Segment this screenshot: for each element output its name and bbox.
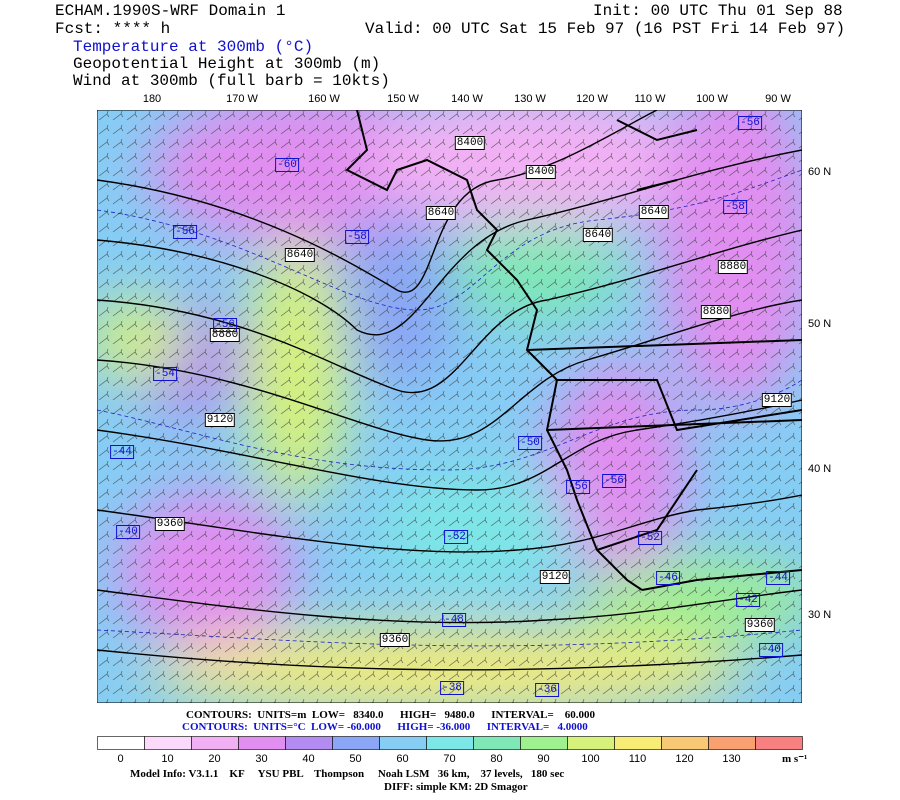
colorbar-tick-label: 70 xyxy=(443,753,456,765)
diff-info: DIFF: simple KM: 2D Smagor xyxy=(384,781,528,793)
height-label: 9360 xyxy=(744,618,776,632)
temperature-contour-info: CONTOURS: UNITS=°C LOW= -60.000 HIGH= -3… xyxy=(182,721,588,733)
height-label: 8880 xyxy=(717,260,749,274)
colorbar-cell xyxy=(97,736,145,750)
temperature-label: -56 xyxy=(213,318,237,332)
colorbar-cell xyxy=(285,736,333,750)
latitude-label: 30 N xyxy=(808,609,832,621)
valid-time: Valid: 00 UTC Sat 15 Feb 97 (16 PST Fri … xyxy=(365,20,846,38)
latitude-label: 50 N xyxy=(808,318,832,330)
temperature-label: -56 xyxy=(173,225,197,239)
height-label: 8880 xyxy=(700,305,732,319)
model-title: ECHAM.1990S-WRF Domain 1 xyxy=(55,2,286,20)
longitude-label: 120 W xyxy=(576,93,608,105)
height-label: 9120 xyxy=(204,413,236,427)
temperature-label: -48 xyxy=(442,613,466,627)
colorbar-tick-label: 30 xyxy=(255,753,268,765)
forecast-hour: Fcst: **** h xyxy=(55,20,171,38)
temperature-label: -46 xyxy=(656,571,680,585)
height-label: 8640 xyxy=(425,206,457,220)
height-label: 8640 xyxy=(284,248,316,262)
height-label: 8400 xyxy=(454,136,486,150)
longitude-label: 160 W xyxy=(308,93,340,105)
temperature-label: -56 xyxy=(602,474,626,488)
field-label: Geopotential Height at 300mb (m) xyxy=(73,55,381,73)
colorbar-tick-label: 40 xyxy=(302,753,315,765)
colorbar-cell xyxy=(191,736,239,750)
longitude-label: 150 W xyxy=(387,93,419,105)
colorbar-tick-label: 0 xyxy=(117,753,124,765)
field-label: Wind at 300mb (full barb = 10kts) xyxy=(73,72,390,90)
temperature-label: -40 xyxy=(759,643,783,657)
temperature-label: -36 xyxy=(535,683,559,697)
colorbar-cell xyxy=(473,736,521,750)
colorbar-tick-label: 130 xyxy=(722,753,741,765)
colorbar-tick-label: 100 xyxy=(581,753,600,765)
longitude-label: 170 W xyxy=(226,93,258,105)
temperature-label: -42 xyxy=(736,593,760,607)
longitude-label: 180 xyxy=(142,93,162,105)
longitude-label: 140 W xyxy=(451,93,483,105)
colorbar-tick-label: 50 xyxy=(349,753,362,765)
latitude-label: 60 N xyxy=(808,166,832,178)
temperature-label: -54 xyxy=(153,367,177,381)
colorbar-cell xyxy=(567,736,615,750)
colorbar-cell xyxy=(144,736,192,750)
longitude-label: 110 W xyxy=(634,93,666,105)
colorbar-cell xyxy=(755,736,803,750)
colorbar-cell xyxy=(426,736,474,750)
height-label: 8400 xyxy=(525,165,557,179)
field-label: Temperature at 300mb (°C) xyxy=(73,38,314,56)
temperature-label: -40 xyxy=(116,525,140,539)
temperature-label: -38 xyxy=(440,681,464,695)
colorbar-cell xyxy=(661,736,709,750)
colorbar-tick-label: 120 xyxy=(675,753,694,765)
colorbar-unit: m s⁻¹ xyxy=(782,753,808,765)
height-label: 9360 xyxy=(154,517,186,531)
longitude-label: 100 W xyxy=(696,93,728,105)
height-label: 8640 xyxy=(582,228,614,242)
temperature-label: -52 xyxy=(444,530,468,544)
height-contour-info: CONTOURS: UNITS=m LOW= 8340.0 HIGH= 9480… xyxy=(186,709,596,721)
temperature-label: -44 xyxy=(110,445,134,459)
colorbar-tick-label: 20 xyxy=(208,753,221,765)
temperature-label: -60 xyxy=(275,158,299,172)
colorbar-cell xyxy=(520,736,568,750)
latitude-label: 40 N xyxy=(808,463,832,475)
colorbar xyxy=(97,736,803,750)
colorbar-tick-label: 110 xyxy=(628,753,647,765)
temperature-label: -56 xyxy=(566,480,590,494)
height-label: 9120 xyxy=(761,393,793,407)
temperature-label: -58 xyxy=(723,200,747,214)
colorbar-cell xyxy=(238,736,286,750)
colorbar-tick-label: 10 xyxy=(161,753,174,765)
height-label: 9120 xyxy=(539,570,571,584)
colorbar-tick-label: 60 xyxy=(396,753,409,765)
map xyxy=(97,110,802,703)
height-label: 8640 xyxy=(638,205,670,219)
temperature-label: -56 xyxy=(738,116,762,130)
colorbar-cell xyxy=(614,736,662,750)
longitude-label: 90 W xyxy=(765,93,791,105)
height-label: 9360 xyxy=(379,633,411,647)
temperature-label: -58 xyxy=(345,230,369,244)
colorbar-cell xyxy=(708,736,756,750)
temperature-label: -52 xyxy=(638,531,662,545)
colorbar-cell xyxy=(332,736,380,750)
temperature-label: -44 xyxy=(766,571,790,585)
longitude-label: 130 W xyxy=(514,93,546,105)
model-info: Model Info: V3.1.1 KF YSU PBL Thompson N… xyxy=(130,768,565,780)
temperature-label: -50 xyxy=(518,436,542,450)
colorbar-tick-label: 80 xyxy=(490,753,503,765)
init-time: Init: 00 UTC Thu 01 Sep 88 xyxy=(593,2,843,20)
colorbar-tick-label: 90 xyxy=(537,753,550,765)
colorbar-cell xyxy=(379,736,427,750)
